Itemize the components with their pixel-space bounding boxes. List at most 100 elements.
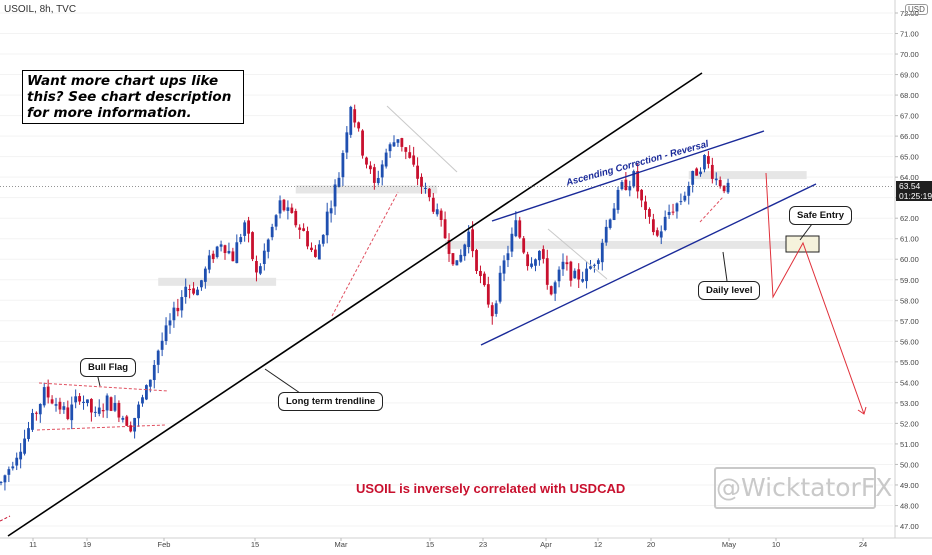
candle-down — [58, 401, 62, 410]
zone-daily-level — [445, 240, 787, 249]
candle-up — [628, 186, 632, 191]
candle-down — [78, 396, 81, 402]
projection-path — [765, 172, 865, 415]
candle-down — [306, 231, 309, 247]
candle-up — [274, 215, 278, 227]
currency-badge[interactable]: USD — [905, 4, 928, 15]
candle-down — [117, 402, 121, 418]
candle-down — [471, 229, 474, 252]
candle-down — [290, 207, 294, 213]
candle-up — [196, 289, 199, 296]
channel-upper-line — [491, 130, 765, 222]
candle-up — [15, 457, 19, 466]
candle-up — [286, 207, 290, 211]
candle-down — [302, 228, 306, 231]
candle-up — [145, 385, 148, 400]
price-tick-label: 69.00 — [900, 71, 919, 80]
trendline-pointer — [264, 368, 301, 394]
bull-flag-callout: Bull Flag — [80, 358, 137, 377]
price-tick-label: 60.00 — [900, 255, 919, 264]
candle-up — [42, 387, 46, 406]
descending-line-1 — [386, 105, 458, 173]
candle-up — [38, 404, 42, 415]
candle-up — [396, 139, 400, 143]
symbol-label: USOIL, 8h, TVC — [4, 4, 77, 15]
candle-up — [160, 340, 164, 350]
candle-down — [223, 245, 227, 254]
candle-down — [671, 211, 675, 213]
candle-down — [624, 179, 628, 190]
candle-up — [703, 155, 706, 170]
candle-down — [369, 165, 372, 170]
candle-up — [141, 397, 144, 404]
bull-flag-lower — [36, 424, 166, 431]
candle-down — [314, 249, 317, 257]
candle-down — [541, 249, 545, 259]
long-term-trendline-callout: Long term trendline — [278, 392, 384, 411]
candle-down — [416, 165, 419, 179]
price-axis: 72.00 71.00 70.00 69.00 68.00 67.00 66.00 65.00… — [894, 0, 919, 538]
candle-up — [604, 226, 608, 243]
candle-up — [659, 231, 663, 238]
price-tick-label: 72.00 — [900, 9, 919, 18]
candle-down — [125, 416, 129, 426]
candle-down — [655, 230, 659, 236]
candle-down — [718, 179, 722, 187]
time-tick-label: 19 — [83, 540, 91, 549]
candle-up — [683, 195, 687, 201]
candle-up — [270, 226, 274, 238]
candle-up — [557, 269, 561, 282]
candle-down — [400, 138, 404, 147]
price-tick-label: 64.00 — [900, 173, 919, 182]
price-tick-label: 65.00 — [900, 153, 919, 162]
candle-down — [50, 399, 54, 404]
time-tick-label: Apr — [540, 540, 552, 549]
candle-up — [726, 182, 730, 193]
zone-mid — [295, 185, 438, 194]
price-tick-label: 48.00 — [900, 501, 919, 510]
candle-up — [384, 152, 388, 167]
candle-down — [526, 254, 530, 267]
price-tick-label: 47.00 — [900, 522, 919, 531]
candle-down — [129, 425, 133, 432]
candle-down — [89, 398, 93, 413]
price-tick-label: 61.00 — [900, 235, 919, 244]
price-tick-label: 71.00 — [900, 30, 919, 39]
candle-up — [534, 259, 537, 266]
candle-up — [510, 233, 514, 252]
candle-down — [109, 397, 113, 411]
candle-up — [11, 466, 15, 469]
candle-down — [565, 262, 569, 265]
candle-up — [380, 164, 384, 178]
candle-down — [482, 273, 486, 286]
candle-up — [278, 200, 282, 214]
correlation-note: USOIL is inversely correlated with USDCA… — [356, 481, 626, 496]
time-tick-label: 20 — [647, 540, 655, 549]
candle-up — [215, 246, 219, 258]
price-tick-label: 50.00 — [900, 460, 919, 469]
candle-down — [361, 130, 364, 156]
candle-up — [325, 211, 329, 236]
candle-up — [663, 216, 667, 230]
price-tick-label: 54.00 — [900, 378, 919, 387]
candle-down — [479, 270, 482, 277]
candle-down — [310, 247, 313, 251]
candle-up — [156, 350, 160, 365]
candle-up — [54, 404, 58, 406]
candle-down — [722, 185, 726, 192]
time-tick-label: May — [722, 540, 736, 549]
candle-up — [172, 307, 176, 321]
candle-up — [207, 255, 211, 270]
candle-up — [105, 395, 109, 411]
candle-up — [585, 268, 588, 282]
time-tick-label: Feb — [158, 540, 171, 549]
candle-down — [545, 258, 549, 285]
candle-up — [235, 242, 239, 264]
candle-up — [392, 142, 396, 147]
candle-down — [490, 305, 494, 317]
candle-up — [714, 178, 718, 181]
candle-down — [640, 189, 643, 201]
candle-down — [447, 240, 451, 254]
candle-up — [70, 404, 74, 421]
candle-up — [19, 451, 23, 460]
